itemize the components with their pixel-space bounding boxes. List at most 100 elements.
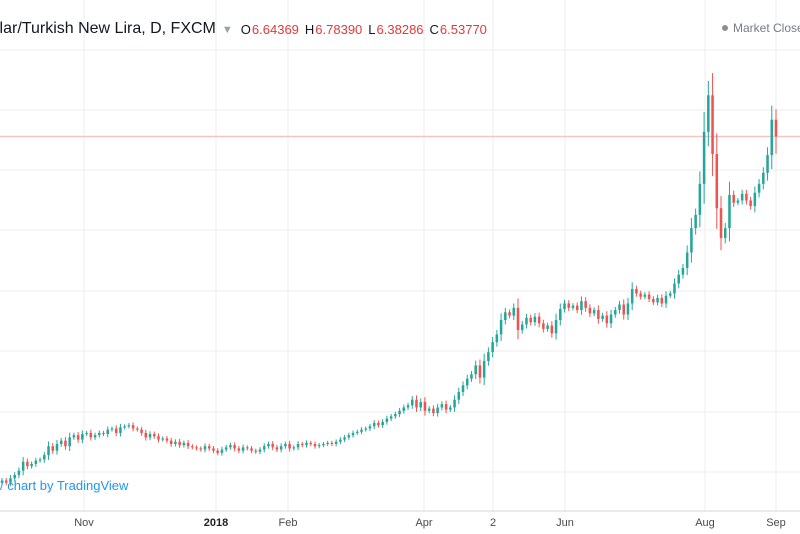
- candle-body: [47, 446, 50, 456]
- candle-body: [165, 438, 169, 441]
- x-tick-label: 2: [489, 517, 497, 529]
- candle-body: [749, 200, 752, 207]
- candle-body: [546, 325, 549, 329]
- candle-body: [440, 404, 444, 408]
- candle-body: [774, 119, 778, 137]
- candle-body: [246, 447, 249, 449]
- candle-down: [584, 297, 587, 312]
- candle-up: [482, 353, 486, 386]
- candle-up: [736, 198, 740, 206]
- candle-down: [745, 189, 748, 205]
- candle-up: [343, 434, 346, 443]
- candle-up: [13, 472, 16, 482]
- x-tick-label: 2018: [203, 517, 229, 529]
- candle-down: [169, 437, 173, 447]
- candle-body: [766, 155, 769, 173]
- candle-up: [224, 444, 228, 452]
- candle-body: [271, 444, 274, 448]
- candle-body: [0, 480, 4, 483]
- grid: [0, 0, 800, 511]
- candle-up: [241, 444, 245, 454]
- chevron-down-icon[interactable]: ▼: [221, 24, 233, 36]
- candle-body: [220, 449, 224, 453]
- candle-up: [563, 299, 566, 313]
- candle-body: [169, 440, 173, 445]
- candle-body: [330, 442, 334, 445]
- candle-body: [622, 304, 626, 315]
- candle-up: [461, 381, 465, 396]
- candle-down: [144, 429, 148, 441]
- candle-up: [148, 431, 152, 441]
- candle-body: [182, 442, 186, 446]
- candle-down: [622, 299, 626, 320]
- candle-down: [529, 314, 532, 326]
- candle-down: [597, 305, 600, 324]
- symbol-title[interactable]: llar/Turkish New Lira, D, FXCM: [0, 20, 216, 37]
- candle-up: [630, 282, 634, 311]
- candle-body: [152, 434, 156, 437]
- candle-body: [406, 405, 410, 408]
- candle-up: [0, 478, 4, 486]
- x-tick-label: Sep: [766, 517, 786, 529]
- candle-body: [542, 323, 545, 329]
- candle-down: [246, 445, 249, 451]
- candle-body: [419, 401, 422, 408]
- candle-body: [436, 407, 439, 414]
- candle-down: [575, 302, 579, 314]
- candle-body: [698, 183, 702, 215]
- candle-up: [470, 371, 473, 382]
- candle-down: [195, 445, 198, 451]
- candle-down: [76, 431, 80, 443]
- candle-body: [38, 459, 42, 461]
- candle-up: [326, 440, 329, 447]
- candle-down: [89, 429, 93, 441]
- candle-body: [715, 153, 719, 209]
- candle-up: [364, 426, 368, 432]
- candle-up: [419, 398, 422, 412]
- candle-up: [668, 291, 672, 299]
- candle-body: [639, 293, 642, 297]
- candle-body: [584, 301, 587, 308]
- candle-body: [415, 399, 418, 408]
- x-tick-label: Apr: [415, 517, 433, 529]
- candle-up: [499, 313, 503, 342]
- ohlc-open: O6.64369: [240, 21, 299, 37]
- candle-body: [351, 432, 355, 436]
- candle-up: [525, 313, 528, 329]
- candle-down: [178, 438, 181, 448]
- candle-up: [351, 430, 355, 438]
- candle-up: [334, 439, 338, 447]
- candle-up: [643, 292, 647, 300]
- candle-up: [453, 395, 456, 412]
- candle-up: [389, 413, 393, 421]
- candle-body: [123, 426, 126, 428]
- candle-up: [317, 443, 321, 449]
- candle-up: [284, 441, 287, 449]
- candle-body: [343, 437, 346, 440]
- candle-body: [402, 407, 406, 411]
- candle-body: [59, 440, 63, 445]
- candles: [0, 73, 778, 486]
- tradingview-attribution-link[interactable]: / chart by TradingView: [0, 478, 129, 493]
- candle-up: [740, 189, 744, 205]
- candle-body: [368, 426, 372, 429]
- candle-up: [592, 307, 596, 317]
- candle-body: [203, 446, 207, 450]
- candle-body: [317, 445, 321, 447]
- candle-body: [267, 444, 270, 447]
- candle-body: [567, 303, 571, 308]
- candle-down: [330, 440, 334, 447]
- candle-body: [237, 448, 241, 451]
- candle-up: [707, 80, 710, 147]
- candle-body: [72, 435, 76, 438]
- candle-body: [482, 360, 486, 378]
- candle-body: [157, 436, 160, 440]
- candle-body: [432, 408, 435, 414]
- candle-body: [131, 425, 135, 429]
- candle-body: [592, 310, 596, 314]
- candle-up: [98, 430, 101, 438]
- candle-up: [757, 179, 761, 198]
- candle-body: [516, 307, 520, 330]
